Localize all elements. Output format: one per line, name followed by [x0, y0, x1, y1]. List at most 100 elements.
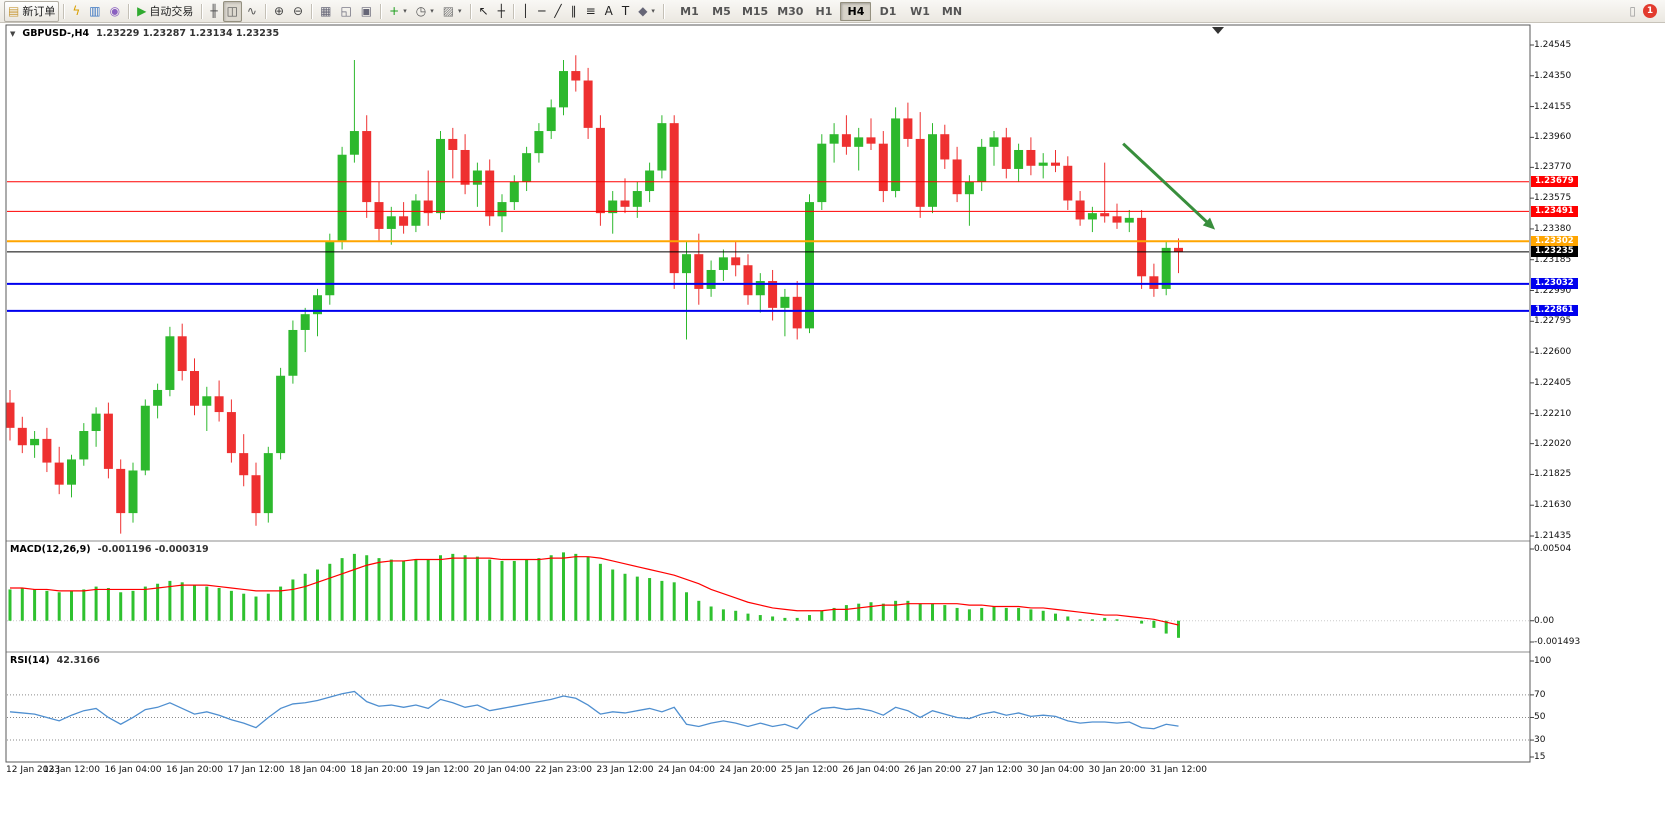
play-icon: ▶	[137, 4, 147, 18]
timeframe-m5[interactable]: M5	[712, 4, 731, 18]
mobile-app-button[interactable]: ▯	[1625, 1, 1640, 22]
timeframe-group: M1 M5 M15 M30 H1 H4 D1 W1 MN	[674, 1, 968, 21]
candle-body	[1038, 162, 1048, 166]
candle-body	[645, 170, 655, 192]
chart-title: ▼ GBPUSD-,H4 1.23229 1.23287 1.23134 1.2…	[10, 28, 279, 39]
candle-body	[300, 314, 310, 330]
candle-body	[251, 475, 261, 514]
chart-dropdown-icon[interactable]: ▼	[10, 29, 16, 38]
cursor-button[interactable]: ↖	[475, 1, 493, 22]
tile-windows-button[interactable]: ▦	[316, 1, 335, 22]
candle-body	[1124, 217, 1134, 223]
trend-arrow-line	[1122, 142, 1211, 226]
chart-canvas[interactable]	[0, 23, 1665, 832]
candle-body	[682, 254, 691, 274]
new-order-button-label: 新订单	[22, 5, 56, 18]
candle-body	[349, 131, 359, 155]
timeframe-m1[interactable]: M1	[680, 4, 699, 18]
text-icon: A	[604, 4, 613, 18]
toolbar-separator	[63, 3, 65, 19]
candle-body	[386, 216, 396, 229]
channel-icon: ∥	[570, 4, 577, 18]
bolt-icon: ϟ	[72, 4, 81, 18]
chart-background	[6, 25, 1530, 762]
candle-body	[42, 438, 52, 463]
candle-body	[54, 462, 64, 485]
candle-body	[448, 138, 458, 150]
candle-body	[1075, 200, 1085, 220]
dropdown-caret-icon: ▾	[651, 7, 655, 15]
candle-body	[718, 257, 728, 270]
candle-body	[1112, 216, 1122, 223]
community-button[interactable]: ◉	[106, 1, 124, 22]
toolbar-separator	[469, 3, 471, 19]
candle-body	[460, 149, 470, 185]
macd-header: MACD(12,26,9) -0.001196 -0.000319	[10, 544, 209, 555]
channel-button[interactable]: ∥	[567, 1, 581, 22]
cascade-windows-button[interactable]: ◱	[336, 1, 355, 22]
timeframe-m30[interactable]: M30	[777, 4, 804, 18]
candle-body	[17, 427, 27, 446]
dropdown-caret-icon: ▾	[403, 7, 407, 15]
auto-trading-button[interactable]: ▶ 自动交易	[133, 1, 197, 22]
candle-body	[829, 134, 839, 144]
toolbar-separator	[662, 3, 664, 19]
line-chart-button[interactable]: ∿	[243, 1, 261, 22]
candle-body	[891, 118, 901, 192]
candle-body	[325, 241, 335, 296]
candle-body	[964, 181, 974, 195]
vertical-line-icon: │	[521, 4, 530, 18]
candle-body	[276, 375, 286, 454]
timeframe-w1[interactable]: W1	[910, 4, 930, 18]
candle-body	[854, 137, 864, 147]
timeframe-h1[interactable]: H1	[815, 4, 833, 18]
crosshair-button[interactable]: ┼	[494, 1, 509, 22]
timeframe-h4[interactable]: H4	[840, 1, 872, 21]
candle-body	[694, 254, 704, 289]
cursor-icon: ↖	[478, 4, 489, 18]
vertical-line-button[interactable]: │	[518, 1, 533, 22]
zoom-out-button[interactable]: ⊖	[289, 1, 307, 22]
arrange-windows-icon: ▣	[360, 4, 373, 18]
toolbar: ▤ 新订单 ϟ ▥ ◉ ▶ 自动交易 ╫ ◫ ∿ ⊕ ⊖ ▦ ◱ ▣ + ▾ ◷ ▾ ▨ ▾ ↖ ┼ │ ─ ╱ ∥ ≡ A T ◆ ▾ M1 M…	[0, 0, 1665, 23]
arrange-windows-button[interactable]: ▣	[357, 1, 376, 22]
periods-button[interactable]: ◷ ▾	[412, 1, 438, 22]
label-button[interactable]: T	[618, 1, 633, 22]
candlestick-chart-button[interactable]: ◫	[222, 0, 242, 22]
candle-body	[153, 389, 163, 406]
timeframe-m15[interactable]: M15	[741, 4, 769, 18]
market-button[interactable]: ▥	[85, 1, 104, 22]
candle-body	[509, 181, 519, 203]
clock-icon: ◷	[415, 4, 427, 18]
text-button[interactable]: A	[601, 1, 617, 22]
mql5-signals-button[interactable]: ϟ	[68, 1, 84, 22]
candle-body	[91, 413, 101, 432]
new-order-button[interactable]: ▤ 新订单	[4, 0, 60, 22]
chart-columns-icon: ▥	[89, 4, 101, 18]
bar-chart-button[interactable]: ╫	[206, 1, 221, 22]
zoom-in-button[interactable]: ⊕	[270, 1, 288, 22]
timeframe-d1[interactable]: D1	[879, 4, 897, 18]
indicators-button[interactable]: + ▾	[385, 1, 411, 22]
candle-body	[915, 138, 925, 207]
fibonacci-button[interactable]: ≡	[582, 1, 600, 22]
candle-body	[878, 143, 888, 192]
notifications-badge[interactable]: 1	[1643, 4, 1657, 18]
candle-body	[165, 336, 175, 390]
chart-window[interactable]: ▼ GBPUSD-,H4 1.23229 1.23287 1.23134 1.2…	[0, 23, 1665, 832]
timeframe-mn[interactable]: MN	[941, 4, 963, 18]
templates-button[interactable]: ▨ ▾	[439, 1, 466, 22]
candle-body	[632, 191, 642, 207]
candle-body	[952, 159, 962, 195]
cascade-windows-icon: ◱	[340, 4, 352, 18]
candle-body	[583, 80, 593, 128]
label-icon: T	[621, 4, 630, 18]
trendline-button[interactable]: ╱	[550, 1, 565, 22]
candle-body	[977, 146, 987, 182]
candle-body	[399, 216, 409, 226]
horizontal-line-button[interactable]: ─	[534, 1, 549, 22]
candle-body	[79, 431, 89, 460]
shapes-button[interactable]: ◆ ▾	[634, 1, 659, 22]
fibonacci-icon: ≡	[585, 4, 596, 18]
horizontal-line-icon: ─	[538, 4, 546, 18]
